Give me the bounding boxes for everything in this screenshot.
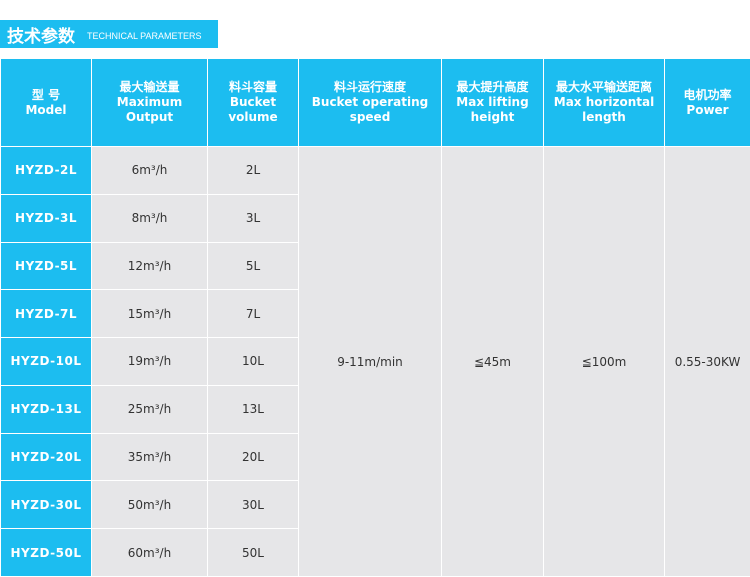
length-cell: ≦100m <box>543 146 665 577</box>
volume-cell: 2L <box>207 146 299 195</box>
header-cn: 料斗运行速度 <box>333 80 406 94</box>
output-cell: 15m³/h <box>91 289 208 339</box>
volume-cell: 20L <box>207 432 299 482</box>
column-header: 型 号 Model <box>0 58 92 147</box>
column-header: 料斗运行速度 Bucket operating speed <box>298 58 442 147</box>
model-cell: HYZD-2L <box>0 146 92 195</box>
model-cell: HYZD-50L <box>0 528 92 577</box>
header-cn: 型 号 <box>31 87 61 102</box>
header-en: Max horizontal length <box>553 95 655 124</box>
header-cn: 最大输送量 <box>119 80 180 94</box>
model-cell: HYZD-13L <box>0 384 92 434</box>
column-header: 最大水平输送距离 Max horizontal length <box>543 58 665 147</box>
output-cell: 50m³/h <box>91 480 208 530</box>
output-cell: 60m³/h <box>91 528 208 577</box>
volume-cell: 30L <box>207 480 299 530</box>
output-cell: 35m³/h <box>91 432 208 482</box>
table-row: HYZD-20L 35m³/h 20L <box>0 432 750 482</box>
table-row: HYZD-3L 8m³/h 3L <box>0 193 750 243</box>
volume-cell: 13L <box>207 384 299 434</box>
output-cell: 12m³/h <box>91 241 208 291</box>
speed-cell: 9-11m/min <box>298 146 442 577</box>
model-cell: HYZD-30L <box>0 480 92 530</box>
table-row: HYZD-30L 50m³/h 30L <box>0 480 750 530</box>
power-cell: 0.55-30KW <box>664 146 750 577</box>
model-cell: HYZD-10L <box>0 337 92 386</box>
header-en: Bucket operating speed <box>311 95 429 124</box>
table-row: HYZD-13L 25m³/h 13L <box>0 384 750 434</box>
volume-cell: 50L <box>207 528 299 577</box>
header-cn: 最大提升高度 <box>456 80 529 94</box>
column-header: 电机功率 Power <box>664 58 750 147</box>
output-cell: 25m³/h <box>91 384 208 434</box>
header-en: Maximum Output <box>116 95 183 124</box>
table-row: HYZD-10L 19m³/h 10L <box>0 337 750 386</box>
column-header: 最大输送量 Maximum Output <box>91 58 208 147</box>
model-cell: HYZD-5L <box>0 241 92 291</box>
header-cn: 最大水平输送距离 <box>555 80 652 94</box>
header-en: Power <box>686 102 729 117</box>
output-cell: 8m³/h <box>91 193 208 243</box>
header-en: Model <box>25 102 67 117</box>
table-row: HYZD-2L 6m³/h 2L 9-11m/min ≦45m ≦100m 0.5… <box>0 146 750 577</box>
section-title: 技术参数 TECHNICAL PARAMETERS <box>0 20 218 48</box>
header-en: Max lifting height <box>456 95 529 124</box>
table-row: HYZD-7L 15m³/h 7L <box>0 289 750 339</box>
column-header: 料斗容量 Bucket volume <box>207 58 299 147</box>
parameters-table: 型 号 Model 最大输送量 Maximum Output 料斗容量 Bucket vo… <box>0 58 750 577</box>
volume-cell: 3L <box>207 193 299 243</box>
height-cell: ≦45m <box>441 146 544 577</box>
header-en: Bucket volume <box>228 95 278 124</box>
table-row: HYZD-50L 60m³/h 50L <box>0 528 750 577</box>
header-cn: 电机功率 <box>683 87 732 102</box>
model-cell: HYZD-3L <box>0 193 92 243</box>
output-cell: 19m³/h <box>91 337 208 386</box>
table-row: HYZD-5L 12m³/h 5L <box>0 241 750 291</box>
volume-cell: 10L <box>207 337 299 386</box>
volume-cell: 7L <box>207 289 299 339</box>
model-cell: HYZD-20L <box>0 432 92 482</box>
output-cell: 6m³/h <box>91 146 208 195</box>
column-header: 最大提升高度 Max lifting height <box>441 58 544 147</box>
title-cn: 技术参数 <box>7 26 75 47</box>
title-en: TECHNICAL PARAMETERS <box>87 30 202 41</box>
model-cell: HYZD-7L <box>0 289 92 339</box>
header-cn: 料斗容量 <box>228 80 277 94</box>
volume-cell: 5L <box>207 241 299 291</box>
